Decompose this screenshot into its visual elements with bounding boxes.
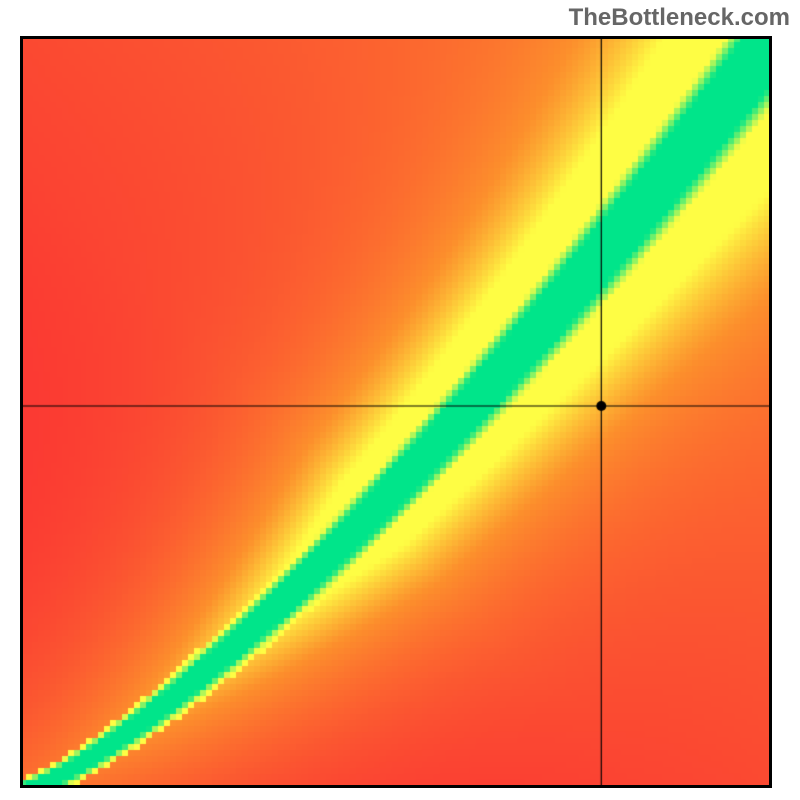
chart-container: TheBottleneck.com: [0, 0, 800, 800]
overlay-canvas: [20, 36, 772, 788]
watermark-text: TheBottleneck.com: [569, 4, 790, 32]
